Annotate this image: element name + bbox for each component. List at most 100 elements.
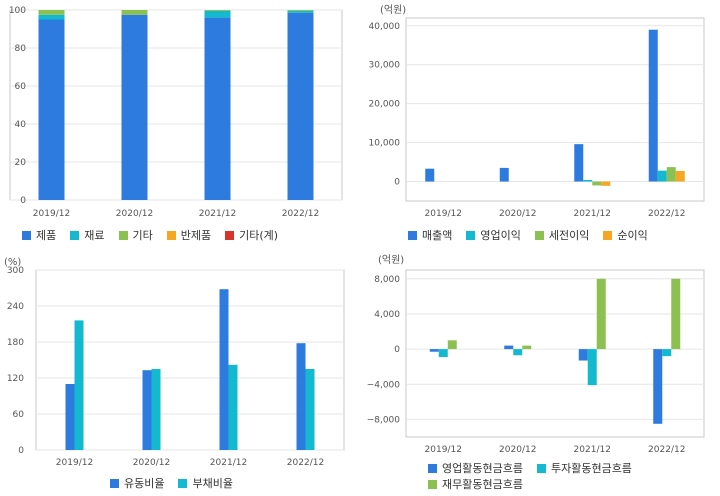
bar-1-2020-12 [142,370,152,450]
bar-2-2019-12 [38,14,65,20]
bar-1-2021-12 [578,349,588,361]
bar-2-2021-12 [583,179,593,182]
y-unit-label: (억원) [378,254,404,266]
x-tick-label: 2020/12 [499,209,536,219]
bar-4-2022-12 [675,171,685,182]
legend-swatch [166,231,176,240]
legend-swatch [118,231,128,240]
bar-2-2022-12 [305,369,315,450]
y-tick-label: 40 [15,120,27,130]
x-tick-label: 2022/12 [648,209,685,219]
y-tick-label: 180 [7,338,24,348]
legend-swatch [603,231,613,240]
legend-label: 반제품 [180,229,212,242]
y-tick-label: 100 [9,6,26,16]
bar-3-2019-12 [38,10,65,15]
bar-2-2019-12 [438,349,448,358]
chart-income: 0 10,000 20,000 30,000 40,000 (억원) 2019/12 2020… [360,0,720,248]
y-tick-label: 240 [7,302,24,312]
bar-1-2021-12 [204,17,231,200]
bar-1-2020-12 [499,167,509,182]
bar-2-2021-12 [587,349,597,386]
x-tick-label: 2020/12 [116,209,153,219]
x-tick-label: 2022/12 [287,458,324,468]
bar-3-2019-12 [447,340,457,350]
legend-swatch [534,231,544,240]
y-tick-label: 0 [20,196,26,206]
x-tick-label: 2019/12 [33,209,70,219]
x-tick-label: 2020/12 [133,458,170,468]
legend-item: 재료 [70,228,105,244]
legend-label: 영업활동현금흐름 [442,462,523,475]
bar-3-2022-12 [671,278,681,350]
bar-2-2020-12 [151,369,161,450]
y-tick-label: 20,000 [369,100,401,110]
x-tick-label: 2022/12 [648,445,685,455]
legend-label: 영업이익 [480,229,521,242]
x-tick-label: 2022/12 [282,209,319,219]
bar-3-2020-12 [522,345,532,350]
chart-ratios: 0 60 120 180 240 300 (%) 2019/12 2020/12 2021/12 2… [0,252,350,496]
legend-label: 재무활동현금흐름 [442,478,523,491]
y-tick-label: −8,000 [367,415,401,425]
legend-item: 투자활동현금흐름 [536,461,632,477]
y-tick-label: 40,000 [369,22,401,32]
bar-3-2021-12 [596,278,606,350]
chart-cashflow-svg: −8,000 −4,000 0 4,000 8,000 (억원) 2019/12 2020/1… [367,254,705,455]
x-tick-label: 2019/12 [56,458,93,468]
legend-swatch [428,480,437,489]
legend-item: 세전이익 [534,228,589,244]
bar-3-2021-12 [204,10,231,11]
y-tick-label: 30,000 [369,61,401,71]
x-tick-label: 2019/12 [425,209,462,219]
chart-product-mix-svg: 0 20 40 60 80 100 2019/12 2020/12 2021/12 2022/12 [9,6,343,219]
bar-2-2021-12 [228,364,238,450]
bar-1-2022-12 [648,29,658,182]
y-tick-label: 80 [15,44,27,54]
legend-item: 영업활동현금흐름 [428,461,523,477]
legend-swatch [70,231,80,240]
legend-swatch [22,231,31,240]
bar-1-2022-12 [287,12,314,200]
y-tick-label: −4,000 [367,380,401,390]
chart-ratios-svg: 0 60 120 180 240 300(%) 2019/12 2020/12 2021/12 2… [4,257,345,468]
bar-1-2020-12 [504,345,514,350]
bar-2-2019-12 [74,320,84,450]
y-tick-label: 60 [15,82,27,92]
legend-item: 기타(계) [225,228,278,244]
chart-product-mix-legend: 제품 재료 기타 반제품 기타(계) [22,228,347,244]
bar-2-2021-12 [204,10,231,18]
bar-1-2021-12 [219,289,229,450]
bar-1-2022-12 [296,343,306,450]
bar-3-2022-12 [666,167,676,182]
x-tick-label: 2020/12 [499,445,536,455]
legend-item: 매출액 [408,228,452,244]
y-tick-label: 0 [394,345,400,355]
bar-2-2022-12 [662,349,672,357]
legend-item: 기타 [118,228,153,244]
bar-4-2021-12 [601,181,611,186]
bar-2-2022-12 [657,170,667,182]
bar-1-2019-12 [429,349,439,352]
y-unit-label: (%) [4,257,21,268]
legend-label: 기타(계) [239,229,279,242]
bar-2-2022-12 [287,10,314,13]
y-tick-label: 0 [394,178,400,188]
legend-item: 제품 [22,228,56,244]
bar-1-2019-12 [425,168,435,182]
legend-item: 순이익 [603,228,648,244]
y-tick-label: 8,000 [374,275,400,285]
legend-label: 재료 [84,229,105,242]
chart-income-svg: 0 10,000 20,000 30,000 40,000 (억원) 2019/12 2020… [369,4,705,219]
chart-cashflow-legend: 영업활동현금흐름 투자활동현금흐름재무활동현금흐름 [428,461,688,493]
bar-2-2020-12 [513,349,523,356]
legend-swatch [178,479,188,488]
legend-item: 영업이익 [466,228,521,244]
bar-3-2022-12 [287,10,314,11]
legend-label: 투자활동현금흐름 [550,462,632,475]
legend-item: 유동비율 [110,476,164,492]
legend-swatch [408,231,417,240]
bar-1-2019-12 [38,19,65,200]
x-tick-label: 2021/12 [574,445,611,455]
legend-item: 반제품 [166,228,212,244]
